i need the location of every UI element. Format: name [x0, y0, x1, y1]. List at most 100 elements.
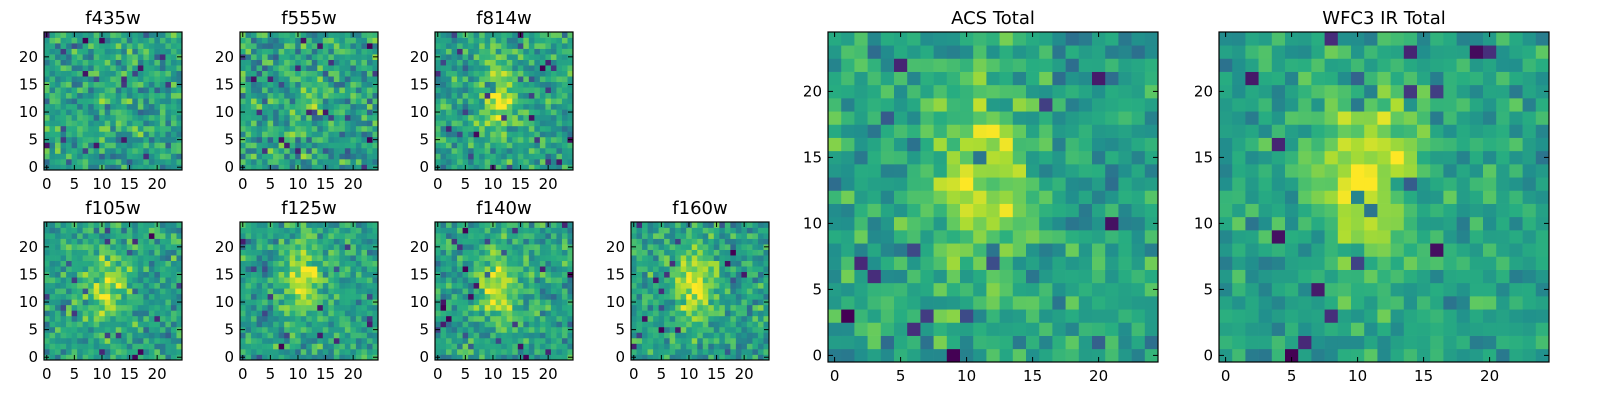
heatmap-cell — [110, 249, 117, 256]
heatmap-cell — [440, 233, 447, 239]
heatmap-cell — [49, 337, 56, 344]
heatmap-cell — [148, 271, 155, 278]
heatmap-cell — [435, 70, 441, 77]
heatmap-cell — [528, 158, 535, 165]
heatmap-cell — [372, 249, 379, 256]
heatmap-cell — [143, 337, 150, 344]
heatmap-cell — [669, 326, 676, 333]
heatmap-cell — [311, 288, 318, 295]
heatmap-cell — [501, 255, 508, 261]
heatmap-cell — [339, 32, 346, 38]
heatmap-cell — [960, 256, 974, 270]
heatmap-cell — [741, 293, 748, 300]
heatmap-cell — [49, 348, 56, 355]
heatmap-cell — [669, 310, 676, 317]
heatmap-cell — [366, 343, 373, 350]
heatmap-cell — [355, 125, 362, 132]
heatmap-cell — [55, 43, 61, 49]
heatmap-cell — [506, 32, 513, 38]
heatmap-cell — [93, 315, 100, 322]
heatmap-cell — [317, 315, 324, 322]
heatmap-cell — [126, 227, 133, 234]
heatmap-cell — [479, 332, 486, 339]
heatmap-cell — [110, 354, 117, 361]
heatmap-cell — [245, 282, 252, 289]
heatmap-cell — [71, 310, 78, 317]
heatmap-cell — [165, 315, 172, 322]
heatmap-cell — [741, 271, 748, 278]
heatmap-cell — [462, 147, 469, 154]
heatmap-cell — [66, 310, 72, 317]
heatmap-cell — [468, 321, 474, 328]
heatmap-cell — [322, 277, 329, 284]
heatmap-cell — [713, 343, 720, 350]
heatmap-cell — [317, 120, 324, 127]
heatmap-cell — [104, 310, 111, 317]
heatmap-cell — [735, 288, 742, 295]
heatmap-cell — [148, 293, 155, 300]
heatmap-cell — [658, 321, 665, 328]
heatmap-cell — [719, 227, 726, 234]
heatmap-cell — [680, 299, 687, 306]
heatmap-cell — [724, 293, 731, 300]
heatmap-cell — [49, 87, 56, 94]
heatmap-cell — [512, 343, 519, 350]
heatmap-cell — [446, 233, 452, 239]
heatmap-cell — [154, 54, 161, 60]
heatmap-cell — [344, 70, 351, 77]
heatmap-cell — [121, 37, 128, 44]
heatmap-cell — [93, 348, 100, 355]
heatmap-cell — [479, 164, 486, 171]
heatmap-cell — [77, 81, 83, 88]
heatmap-cell — [920, 203, 934, 218]
heatmap-cell — [435, 43, 441, 49]
heatmap-cell — [77, 147, 83, 154]
heatmap-cell — [273, 92, 279, 99]
heatmap-cell — [355, 164, 362, 171]
heatmap-cell — [501, 321, 508, 328]
heatmap-cell — [556, 120, 563, 127]
x-tick-label: 10 — [288, 175, 307, 193]
heatmap-cell — [256, 48, 263, 55]
heatmap-cell — [284, 343, 291, 350]
heatmap-cell — [66, 32, 72, 38]
heatmap-cell — [457, 343, 463, 350]
heatmap-cell — [501, 103, 508, 110]
heatmap-cell — [60, 337, 67, 344]
heatmap-cell — [468, 266, 474, 273]
heatmap-cell — [828, 348, 842, 363]
heatmap-cell — [339, 37, 346, 44]
heatmap-cell — [104, 244, 111, 250]
heatmap-cell — [159, 255, 166, 261]
heatmap-cell — [457, 153, 463, 160]
heatmap-cell — [462, 266, 469, 273]
heatmap-cell — [528, 147, 535, 154]
heatmap-cell — [691, 332, 698, 339]
heatmap-cell — [256, 125, 263, 132]
heatmap-cell — [322, 92, 329, 99]
heatmap-cell — [355, 238, 362, 245]
heatmap-cell — [867, 164, 882, 178]
heatmap-cell — [741, 227, 748, 234]
heatmap-cell — [999, 335, 1014, 350]
heatmap-cell — [642, 354, 648, 361]
heatmap-cell — [176, 233, 183, 239]
heatmap-cell — [126, 54, 133, 60]
heatmap-cell — [556, 304, 563, 311]
heatmap-cell — [132, 271, 139, 278]
heatmap-cell — [713, 244, 720, 250]
heatmap-cell — [1052, 177, 1066, 191]
heatmap-cell — [55, 131, 61, 138]
axes-frame — [434, 221, 574, 361]
heatmap-cell — [828, 296, 842, 310]
heatmap-cell — [999, 190, 1014, 204]
x-tick-label: 10 — [92, 175, 111, 193]
heatmap-cell — [104, 54, 111, 60]
heatmap-cell — [126, 70, 133, 77]
heatmap-cell — [545, 48, 552, 55]
heatmap-cell — [115, 147, 122, 154]
heatmap-cell — [289, 48, 296, 55]
heatmap-cell — [523, 343, 530, 350]
heatmap-cell — [256, 37, 263, 44]
heatmap-cell — [328, 114, 335, 121]
